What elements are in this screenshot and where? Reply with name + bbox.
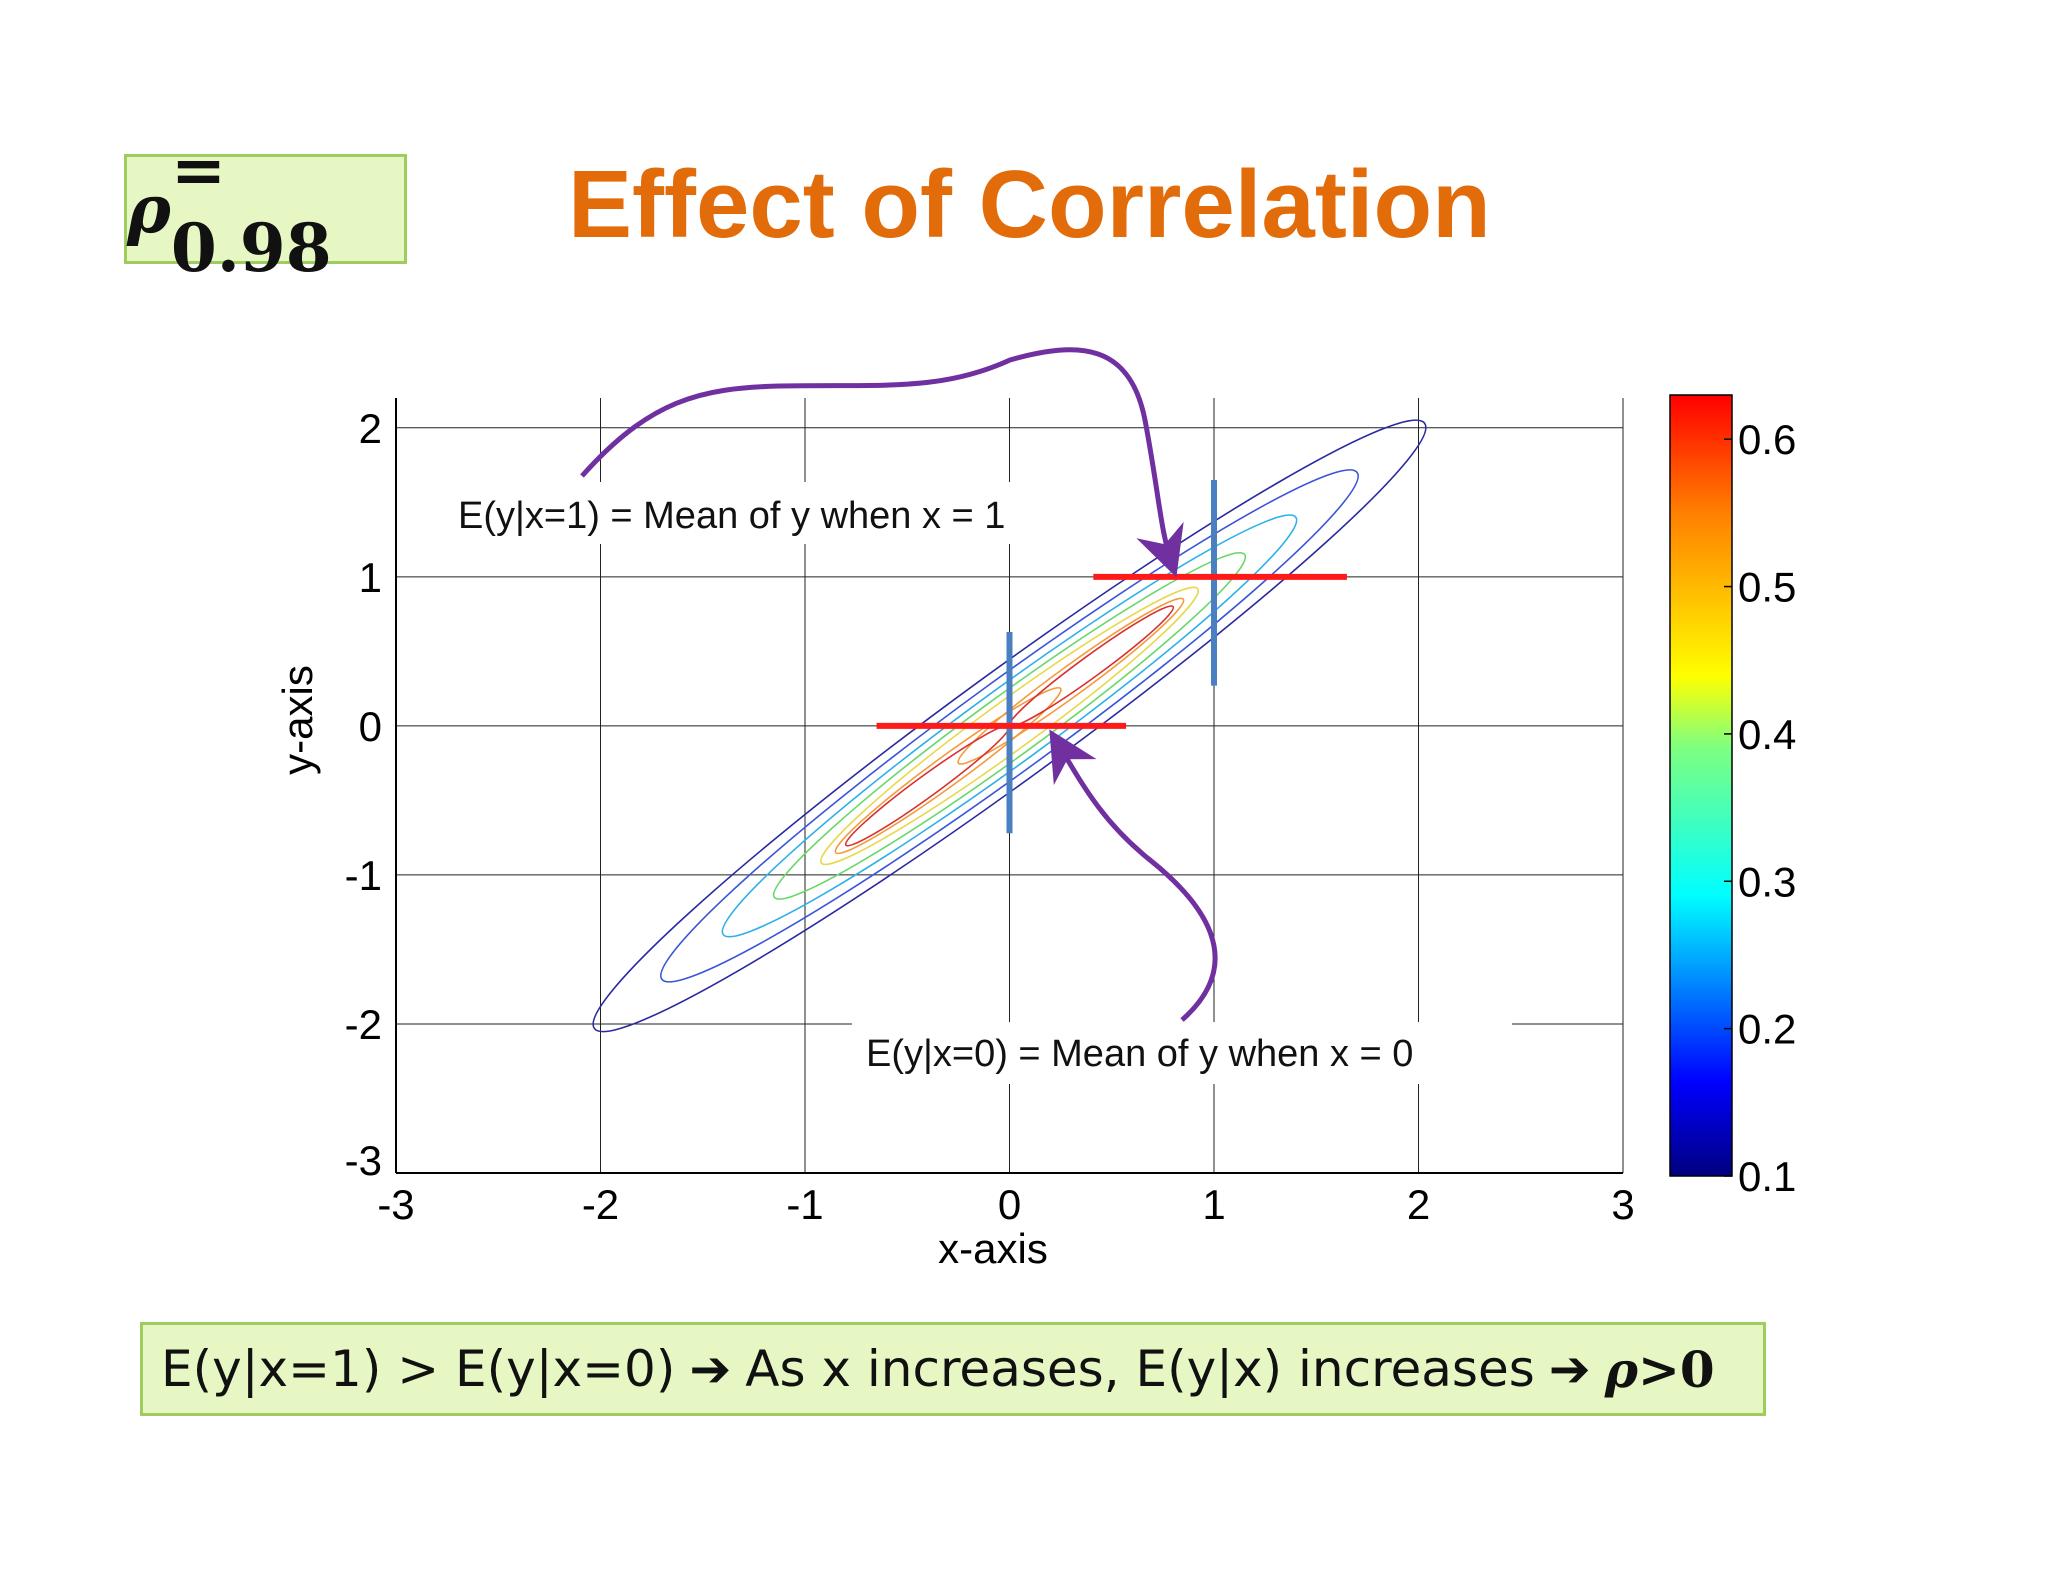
y-tick-label: 2	[359, 405, 382, 452]
colorbar-tick-label: 0.5	[1738, 564, 1796, 611]
contour-lines	[592, 419, 1427, 1033]
rho-symbol: ρ	[1604, 1339, 1638, 1399]
annotation-background	[450, 482, 1080, 544]
rho-positive: >0	[1637, 1339, 1715, 1399]
y-tick-label: 0	[359, 703, 382, 750]
x-tick-label: -1	[786, 1181, 823, 1228]
x-tick-label: 0	[998, 1181, 1021, 1228]
slide-title: Effect of Correlation	[568, 151, 1491, 258]
y-tick-label: 1	[359, 554, 382, 601]
y-tick-label: -1	[345, 852, 382, 899]
contour-line	[820, 586, 1199, 866]
annotation-label: E(y|x=1) = Mean of y when x = 1	[458, 495, 1005, 537]
contour-line	[660, 469, 1359, 983]
conclusion-part1: E(y|x=1) > E(y|x=0)	[161, 1340, 676, 1398]
x-axis-label: x-axis	[938, 1225, 1048, 1272]
colorbar-tick-label: 0.3	[1738, 858, 1796, 905]
rho-value: = 0.98	[170, 131, 332, 287]
colorbar-tick-label: 0.2	[1738, 1006, 1796, 1053]
annotation-arrow	[580, 347, 1184, 578]
colorbar-tick-label: 0.1	[1738, 1153, 1796, 1200]
y-axis-label: y-axis	[274, 665, 321, 775]
tick-labels: -3 -2 -1 0 1 2 3 -3 -2 -1 0 1 2	[345, 405, 1635, 1228]
conclusion-box: E(y|x=1) > E(y|x=0) ➔ As x increases, E(…	[140, 1322, 1766, 1416]
contour-line	[772, 551, 1247, 900]
annotation-label: E(y|x=0) = Mean of y when x = 0	[866, 1033, 1413, 1075]
y-tick-label: -3	[345, 1137, 382, 1184]
arrow-right-icon: ➔	[1548, 1340, 1591, 1398]
x-tick-label: -2	[582, 1181, 619, 1228]
x-tick-label: 2	[1407, 1181, 1430, 1228]
x-tick-label: 3	[1611, 1181, 1634, 1228]
y-tick-label: -2	[345, 1001, 382, 1048]
colorbar-tick-label: 0.4	[1738, 711, 1796, 758]
contour-line	[721, 514, 1298, 938]
conditional-mean-lines	[876, 479, 1347, 834]
annotation-arrow	[1049, 729, 1218, 1022]
colorbar-gradient	[1669, 394, 1733, 1177]
conclusion-part2: As x increases, E(y|x) increases	[745, 1340, 1535, 1398]
x-tick-label: -3	[377, 1181, 414, 1228]
arrow-right-icon: ➔	[689, 1340, 732, 1398]
rho-value-box: ρ = 0.98	[124, 131, 407, 287]
annotation-background	[852, 1022, 1512, 1084]
contour-line	[957, 597, 1185, 765]
plot-frame	[395, 398, 1623, 1174]
contour-line	[592, 419, 1427, 1033]
colorbar-tick-label: 0.6	[1738, 416, 1796, 463]
colorbar: 0.1 0.2 0.3 0.4 0.5 0.6	[1669, 394, 1796, 1200]
contour-line	[834, 686, 1062, 855]
annotations: E(y|x=1) = Mean of y when x = 1 E(y|x=0) …	[450, 347, 1512, 1084]
rho-symbol: ρ	[127, 170, 171, 248]
x-tick-label: 1	[1202, 1181, 1225, 1228]
